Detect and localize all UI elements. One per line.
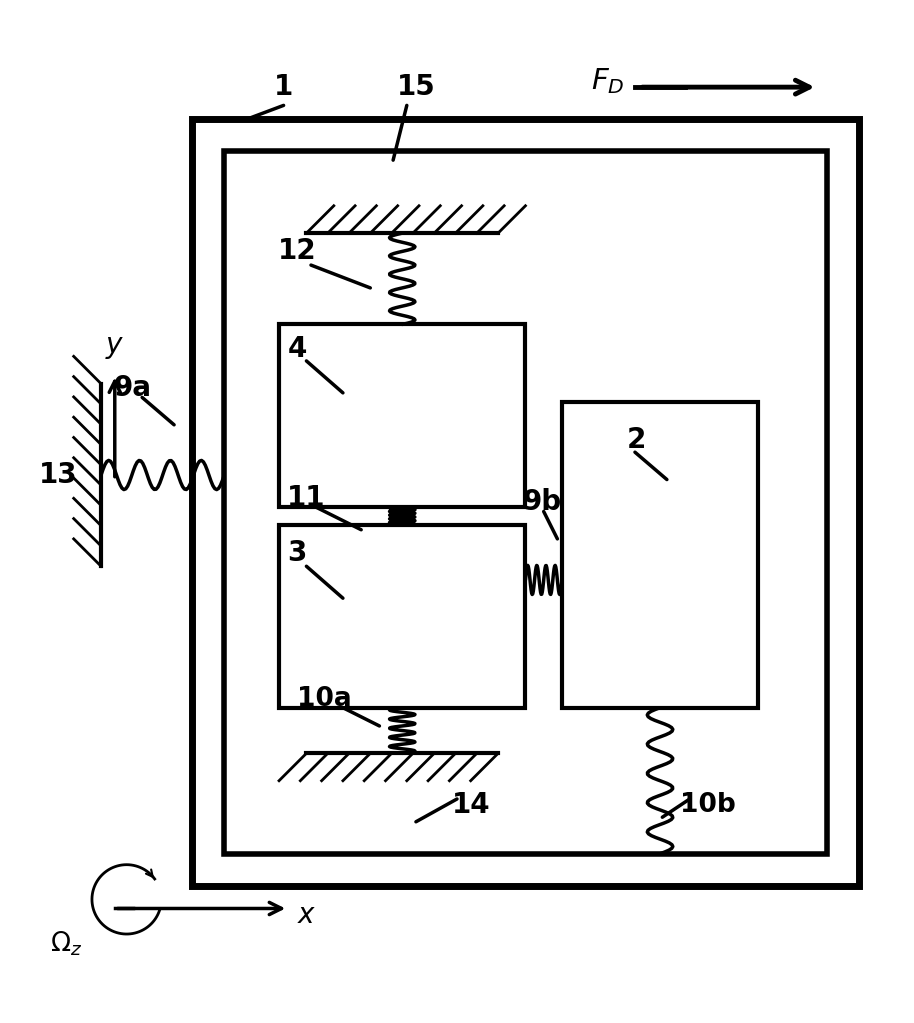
Text: $x$: $x$ bbox=[297, 901, 316, 929]
Text: 3: 3 bbox=[288, 538, 307, 567]
Text: 9b: 9b bbox=[522, 488, 561, 517]
Text: 1: 1 bbox=[274, 73, 293, 101]
Text: 4: 4 bbox=[288, 336, 307, 363]
Text: 12: 12 bbox=[278, 237, 316, 265]
Text: $\Omega_z$: $\Omega_z$ bbox=[50, 930, 82, 959]
Bar bbox=[224, 151, 826, 854]
Text: 10a: 10a bbox=[297, 685, 352, 712]
Text: 9a: 9a bbox=[114, 374, 152, 402]
Text: 10b: 10b bbox=[680, 793, 736, 818]
Bar bbox=[562, 402, 758, 708]
Text: 15: 15 bbox=[397, 73, 435, 101]
Text: 13: 13 bbox=[39, 461, 78, 489]
Text: $F_D$: $F_D$ bbox=[590, 65, 624, 95]
Text: 11: 11 bbox=[287, 484, 325, 512]
Text: 2: 2 bbox=[627, 427, 646, 454]
Text: $y$: $y$ bbox=[105, 332, 124, 361]
Bar bbox=[192, 119, 858, 886]
Text: 14: 14 bbox=[452, 792, 490, 819]
Bar bbox=[279, 525, 526, 708]
Bar bbox=[279, 324, 526, 507]
